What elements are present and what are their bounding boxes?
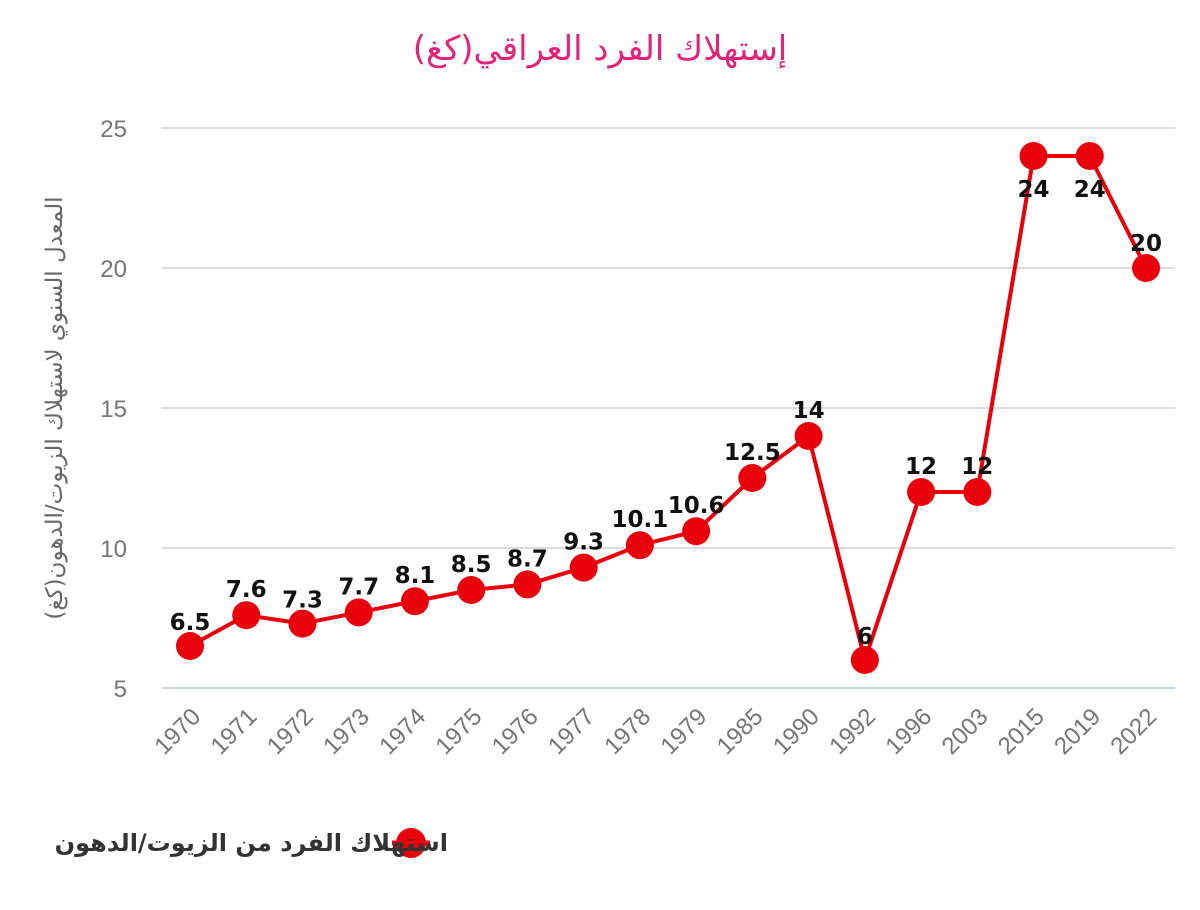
- x-tick-label: 1970: [149, 703, 206, 760]
- x-tick-label: 1977: [543, 703, 600, 760]
- data-label: 8.5: [451, 552, 492, 578]
- data-label: 7.6: [226, 577, 267, 603]
- x-tick-label: 1996: [880, 703, 937, 760]
- data-point: [682, 517, 711, 546]
- legend: استهلاك الفرد من الزيوت/الدهون: [55, 828, 448, 858]
- data-point: [1132, 254, 1160, 282]
- data-point: [907, 478, 936, 506]
- data-label: 24: [1018, 177, 1050, 203]
- series-layer: [176, 142, 1160, 674]
- chart-title: إستهلاك الفرد العراقي(كغ): [413, 29, 788, 69]
- y-tick-label: 25: [100, 116, 127, 143]
- data-point: [513, 570, 542, 599]
- data-point: [850, 646, 879, 674]
- data-label: 12.5: [724, 440, 781, 466]
- data-label: 10.6: [668, 493, 725, 519]
- data-label: 12: [905, 454, 937, 480]
- y-tick-label: 15: [100, 396, 127, 423]
- data-label: 10.1: [612, 507, 669, 533]
- x-tick-label: 1992: [824, 703, 881, 760]
- data-point: [288, 609, 317, 638]
- data-point: [569, 553, 598, 582]
- data-label: 9.3: [563, 530, 604, 556]
- data-label: 6.5: [170, 610, 211, 636]
- x-tick-label: 1973: [318, 703, 375, 760]
- data-point: [176, 632, 204, 660]
- data-label: 24: [1074, 177, 1106, 203]
- y-tick-label: 5: [114, 676, 127, 703]
- x-tick-label: 1974: [374, 703, 431, 760]
- legend-label: استهلاك الفرد من الزيوت/الدهون: [55, 829, 448, 857]
- data-point: [344, 598, 373, 627]
- data-label: 14: [793, 398, 825, 424]
- data-label: 8.1: [395, 563, 436, 589]
- data-point: [794, 422, 823, 450]
- x-tick-label: 1976: [487, 703, 544, 760]
- y-tick-label: 20: [100, 256, 127, 283]
- x-axis-ticks: 1970 1971 1972 1973 1974 1975 1976 1977 1978 1979…: [149, 703, 1162, 760]
- y-axis-ticks: 5 10 15 20 25: [100, 116, 127, 703]
- data-label-layer: 6.5 7.6 7.3 7.7 8.1 8.5 8.7 9.3 10.110.6 12.5 14 6 1…: [170, 177, 1162, 650]
- data-label: 20: [1130, 231, 1162, 257]
- legend-marker: [396, 828, 426, 858]
- x-tick-label: 2022: [1105, 703, 1162, 760]
- data-point: [1075, 142, 1104, 170]
- data-point: [963, 478, 992, 506]
- data-point: [625, 531, 654, 560]
- data-point: [1019, 142, 1048, 170]
- grid-lines: [162, 127, 1175, 689]
- data-point: [400, 587, 429, 616]
- x-tick-label: 2015: [993, 703, 1050, 760]
- x-tick-label: 1975: [431, 703, 488, 760]
- x-tick-label: 2019: [1049, 703, 1106, 760]
- x-tick-label: 1972: [262, 703, 319, 760]
- data-point: [738, 464, 767, 492]
- data-point: [232, 601, 261, 630]
- x-tick-label: 1979: [656, 703, 713, 760]
- data-label: 7.7: [338, 574, 379, 600]
- data-label: 6: [857, 624, 873, 650]
- y-tick-label: 10: [100, 536, 127, 563]
- data-label: 7.3: [282, 588, 323, 614]
- y-axis-title: المعدل السنوي لاستهلاك الزيوت/الدهون(كغ): [42, 196, 68, 619]
- x-tick-label: 1971: [206, 703, 263, 760]
- x-tick-label: 1985: [712, 703, 769, 760]
- x-tick-label: 1978: [599, 703, 656, 760]
- data-point: [457, 576, 486, 604]
- x-tick-label: 1990: [768, 703, 825, 760]
- x-tick-label: 2003: [937, 703, 994, 760]
- data-label: 12: [961, 454, 993, 480]
- data-label: 8.7: [507, 546, 548, 572]
